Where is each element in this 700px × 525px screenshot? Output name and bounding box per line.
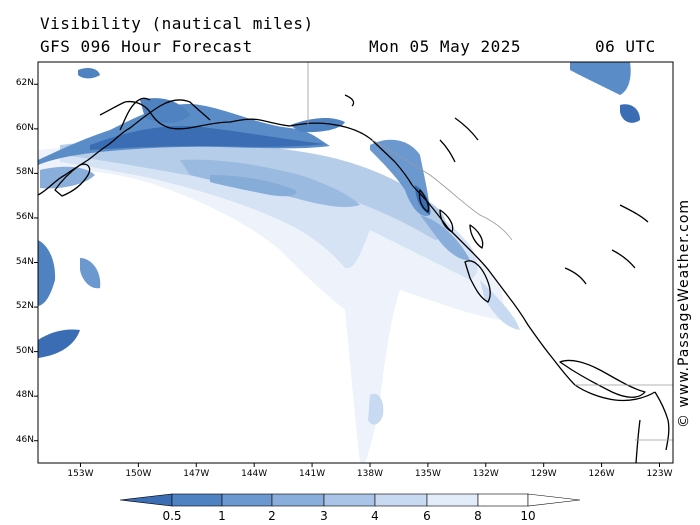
- lat-tick-label: 60N: [15, 122, 34, 133]
- coast-oregon: [635, 419, 641, 463]
- colorbar-label: 6: [423, 509, 431, 523]
- lon-tick-label: 132W: [472, 469, 499, 479]
- coast-washington: [654, 391, 670, 451]
- coast-north-3: [439, 139, 456, 163]
- fog-north-62: [78, 67, 100, 79]
- coast-alexander: [411, 184, 509, 297]
- border-lines: [307, 62, 673, 441]
- coast-alaska-peninsula: [38, 99, 211, 196]
- lon-tick-label: 123W: [646, 469, 673, 479]
- coast-north-1: [344, 94, 355, 107]
- coast-cook-inlet: [119, 97, 151, 131]
- colorbar-label: 1: [218, 509, 226, 523]
- colorbar-label: 4: [371, 509, 379, 523]
- colorbar-label: 8: [474, 509, 482, 523]
- medium-band: [60, 139, 447, 240]
- lon-tick-label: 129W: [530, 469, 557, 479]
- lon-tick-label: 141W: [299, 469, 326, 479]
- colorbar-label: 2: [268, 509, 276, 523]
- fog-inside-passage: [370, 139, 430, 216]
- colorbar-swatch: [323, 493, 376, 507]
- coast-inland-3: [564, 267, 587, 285]
- lat-tick-label: 56N: [15, 211, 34, 222]
- fog-west-50n: [38, 329, 80, 358]
- colorbar-swatch: [477, 493, 529, 507]
- lon-tick-label: 144W: [241, 469, 268, 479]
- lat-tick-label: 50N: [15, 345, 34, 356]
- coast-islands-1: [418, 189, 430, 213]
- dense-fog-core: [90, 125, 325, 150]
- colorbar-min-arrow: [119, 493, 173, 507]
- copyright-credit: © www.PassageWeather.com: [676, 198, 692, 428]
- colorbar-label: 3: [320, 509, 328, 523]
- coast-islands-3: [469, 224, 484, 249]
- colorbar-label: 0.5: [162, 509, 182, 523]
- colorbar-label: 10: [520, 509, 536, 523]
- lon-tick-label: 153W: [67, 469, 94, 479]
- colorbar-swatch: [171, 493, 223, 507]
- coast-islands-2: [439, 209, 454, 233]
- forecast-date-label: Mon 05 May 2025: [369, 37, 521, 56]
- lon-tick-label: 150W: [125, 469, 152, 479]
- fog-haida: [420, 215, 470, 261]
- colorbar-swatch: [374, 493, 428, 507]
- colorbar-swatch: [221, 493, 273, 507]
- colorbar-swatch: [271, 493, 325, 507]
- forecast-time-label: 06 UTC: [595, 37, 656, 56]
- coast-kodiak: [54, 163, 91, 197]
- fog-west-small: [80, 258, 101, 289]
- forecast-model-label: GFS 096 Hour Forecast: [40, 37, 253, 56]
- lon-tick-label: 126W: [588, 469, 615, 479]
- lon-tick-label: 147W: [183, 469, 210, 479]
- fog-yakutat: [290, 118, 345, 133]
- border-panhandle: [371, 139, 513, 241]
- colorbar: [119, 493, 581, 507]
- map-title: Visibility (nautical miles): [40, 14, 314, 33]
- coastline: [38, 94, 670, 463]
- lon-tick-label: 138W: [356, 469, 383, 479]
- lat-tick-label: 62N: [15, 78, 34, 89]
- visibility-field: [38, 62, 640, 463]
- coast-north-2: [454, 117, 479, 141]
- colorbar-swatch: [426, 493, 479, 507]
- coast-kenai: [99, 100, 291, 130]
- fog-ne-small: [620, 104, 640, 123]
- lat-tick-label: 52N: [15, 301, 34, 312]
- fog-ne-corner: [570, 62, 631, 95]
- coast-haida-gwaii: [464, 260, 491, 303]
- fog-west-patch: [38, 240, 56, 306]
- axis-ticks: [34, 83, 660, 467]
- lat-tick-label: 46N: [15, 434, 34, 445]
- coast-bc: [507, 295, 656, 402]
- band-4: [210, 175, 297, 197]
- coast-inland-1: [619, 204, 649, 223]
- coast-vancouver-island: [559, 359, 646, 398]
- lat-tick-label: 48N: [15, 390, 34, 401]
- lat-tick-label: 54N: [15, 256, 34, 267]
- colorbar-max-arrow: [527, 493, 581, 507]
- lat-tick-label: 58N: [15, 167, 34, 178]
- coast-inland-2: [611, 249, 636, 269]
- lon-tick-label: 135W: [414, 469, 441, 479]
- fog-south-48: [368, 393, 384, 425]
